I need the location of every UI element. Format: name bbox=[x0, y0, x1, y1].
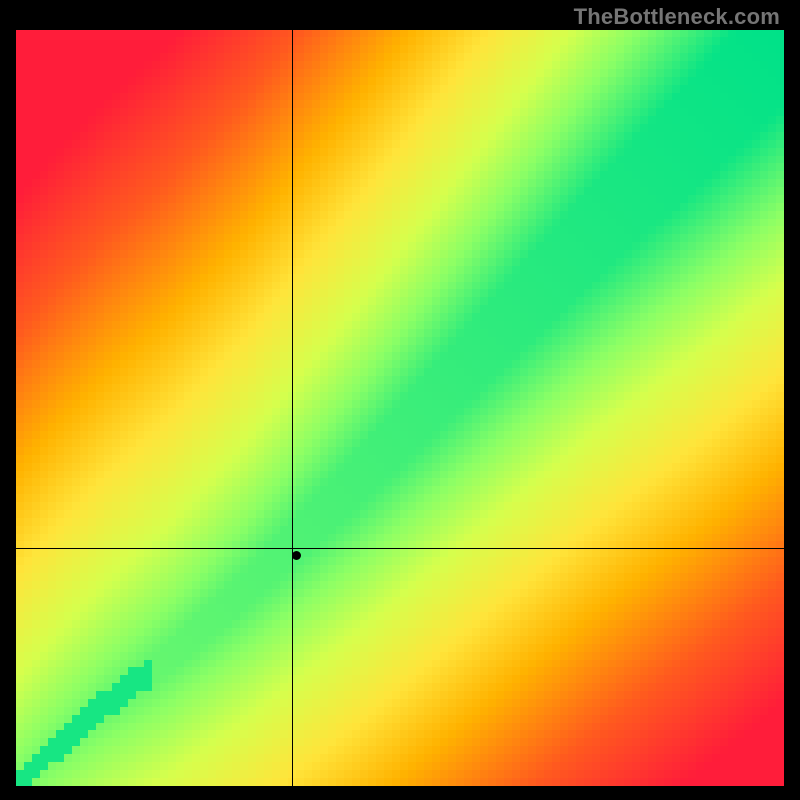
crosshair-vertical bbox=[292, 30, 293, 786]
chart-container: TheBottleneck.com bbox=[0, 0, 800, 800]
heatmap-canvas bbox=[16, 30, 784, 786]
frame-left bbox=[14, 28, 16, 788]
watermark-text: TheBottleneck.com bbox=[574, 4, 780, 30]
frame-bottom bbox=[16, 786, 784, 788]
frame-right bbox=[784, 28, 786, 788]
crosshair-horizontal bbox=[16, 548, 784, 549]
plot-area bbox=[16, 30, 784, 786]
marker-dot bbox=[292, 551, 301, 560]
